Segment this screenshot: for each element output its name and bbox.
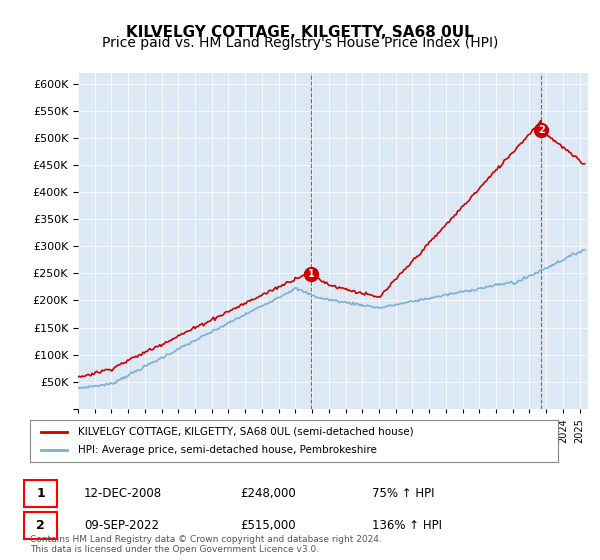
Text: 1: 1 [308, 269, 314, 279]
FancyBboxPatch shape [24, 512, 57, 539]
Text: 136% ↑ HPI: 136% ↑ HPI [372, 519, 442, 532]
Text: £248,000: £248,000 [240, 487, 296, 500]
Text: 75% ↑ HPI: 75% ↑ HPI [372, 487, 434, 500]
Text: Contains HM Land Registry data © Crown copyright and database right 2024.
This d: Contains HM Land Registry data © Crown c… [30, 535, 382, 554]
Text: HPI: Average price, semi-detached house, Pembrokeshire: HPI: Average price, semi-detached house,… [77, 445, 376, 455]
Text: 2: 2 [538, 125, 545, 135]
Text: 1: 1 [36, 487, 45, 500]
Text: 12-DEC-2008: 12-DEC-2008 [84, 487, 162, 500]
Text: KILVELGY COTTAGE, KILGETTY, SA68 0UL (semi-detached house): KILVELGY COTTAGE, KILGETTY, SA68 0UL (se… [77, 427, 413, 437]
Text: £515,000: £515,000 [240, 519, 296, 532]
Text: 2: 2 [36, 519, 45, 532]
Text: Price paid vs. HM Land Registry's House Price Index (HPI): Price paid vs. HM Land Registry's House … [102, 36, 498, 50]
Text: KILVELGY COTTAGE, KILGETTY, SA68 0UL: KILVELGY COTTAGE, KILGETTY, SA68 0UL [126, 25, 474, 40]
Text: 09-SEP-2022: 09-SEP-2022 [84, 519, 159, 532]
FancyBboxPatch shape [24, 479, 57, 507]
